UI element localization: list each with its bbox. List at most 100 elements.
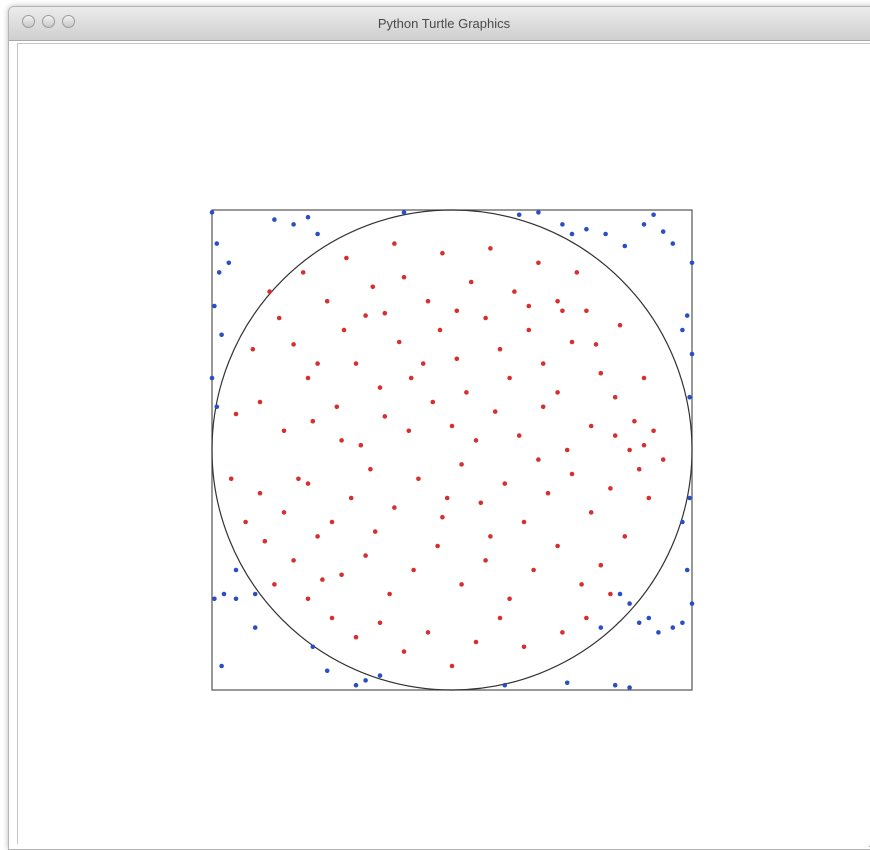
- outside-point: [569, 231, 575, 237]
- inside-point: [339, 572, 344, 578]
- inside-point: [473, 639, 479, 645]
- inside-point: [363, 553, 368, 558]
- outside-point: [684, 567, 690, 573]
- inside-point: [488, 534, 493, 539]
- outside-point: [233, 567, 239, 573]
- outside-point: [214, 404, 220, 410]
- inside-point: [641, 442, 647, 448]
- outside-point: [305, 214, 311, 220]
- inside-point: [377, 620, 383, 626]
- outside-point: [216, 270, 222, 275]
- inside-point: [262, 538, 268, 544]
- inside-point: [440, 250, 445, 256]
- inside-point: [632, 418, 637, 424]
- inside-point: [358, 442, 364, 448]
- inside-point: [401, 649, 407, 654]
- unit-circle: [211, 209, 693, 691]
- inside-point: [608, 486, 613, 491]
- outside-point: [680, 519, 685, 525]
- inside-point: [617, 322, 623, 328]
- inside-point: [612, 433, 618, 438]
- inside-point: [370, 284, 376, 290]
- inside-point: [521, 519, 527, 525]
- inside-point: [660, 457, 666, 462]
- title-bar[interactable]: Python Turtle Graphics: [9, 7, 870, 41]
- inside-point: [387, 591, 392, 597]
- inside-point: [560, 308, 565, 314]
- outside-point: [680, 327, 685, 333]
- inside-point: [560, 630, 565, 635]
- inside-point: [401, 274, 407, 280]
- inside-point: [440, 514, 445, 520]
- inside-point: [502, 481, 508, 486]
- outside-point: [291, 222, 296, 227]
- inside-point: [291, 558, 296, 563]
- outside-point: [252, 591, 258, 597]
- inside-point: [228, 476, 234, 482]
- inside-point: [598, 370, 604, 376]
- inside-point: [372, 529, 378, 534]
- inside-point: [291, 342, 296, 347]
- canvas-frame: [17, 43, 870, 844]
- outside-point: [219, 663, 224, 669]
- inside-point: [608, 591, 613, 597]
- inside-point: [392, 505, 397, 510]
- inside-point: [521, 644, 527, 650]
- inside-point: [382, 310, 388, 316]
- outside-point: [560, 222, 565, 227]
- inside-point: [363, 313, 368, 318]
- inside-point: [526, 327, 532, 333]
- inside-point: [257, 490, 263, 496]
- inside-point: [430, 399, 436, 405]
- inside-point: [408, 375, 414, 381]
- inside-point: [459, 462, 464, 467]
- inside-point: [497, 615, 503, 621]
- outside-point: [684, 313, 690, 318]
- inside-point: [555, 298, 560, 304]
- outside-point: [252, 625, 258, 630]
- inside-point: [315, 534, 320, 539]
- outside-point: [315, 231, 320, 237]
- inside-point: [420, 361, 426, 366]
- inside-point: [435, 543, 440, 549]
- close-icon[interactable]: [22, 15, 35, 28]
- inside-point: [320, 577, 325, 582]
- turtle-canvas[interactable]: [18, 44, 870, 844]
- outside-point: [272, 217, 277, 222]
- inside-point: [339, 438, 344, 443]
- inside-point: [468, 279, 474, 285]
- inside-point: [324, 298, 330, 304]
- inside-point: [377, 385, 383, 390]
- inside-point: [627, 447, 632, 453]
- outside-point: [689, 351, 695, 357]
- outside-point: [212, 303, 217, 309]
- inside-point: [636, 466, 642, 472]
- inside-point: [531, 567, 536, 573]
- zoom-icon[interactable]: [62, 15, 75, 28]
- outside-point: [212, 596, 217, 602]
- inside-point: [492, 409, 498, 414]
- inside-point: [651, 428, 656, 434]
- inside-point: [329, 615, 335, 621]
- inside-point: [526, 303, 532, 309]
- minimize-icon[interactable]: [42, 15, 55, 28]
- outside-point: [598, 625, 604, 630]
- outside-point: [656, 630, 661, 635]
- outside-point: [214, 241, 220, 246]
- outside-point: [651, 212, 656, 218]
- inside-point: [406, 428, 412, 434]
- outside-point: [627, 601, 632, 606]
- outside-point: [612, 682, 618, 688]
- inside-point: [588, 510, 594, 515]
- outside-point: [219, 332, 224, 338]
- inside-point: [272, 582, 277, 587]
- inside-point: [437, 327, 443, 333]
- inside-point: [540, 404, 546, 410]
- outside-point: [209, 375, 215, 381]
- outside-point: [584, 226, 589, 232]
- outside-point: [687, 394, 692, 400]
- inside-point: [516, 433, 522, 438]
- outside-point: [646, 615, 652, 621]
- inside-point: [243, 519, 248, 525]
- outside-point: [516, 212, 522, 218]
